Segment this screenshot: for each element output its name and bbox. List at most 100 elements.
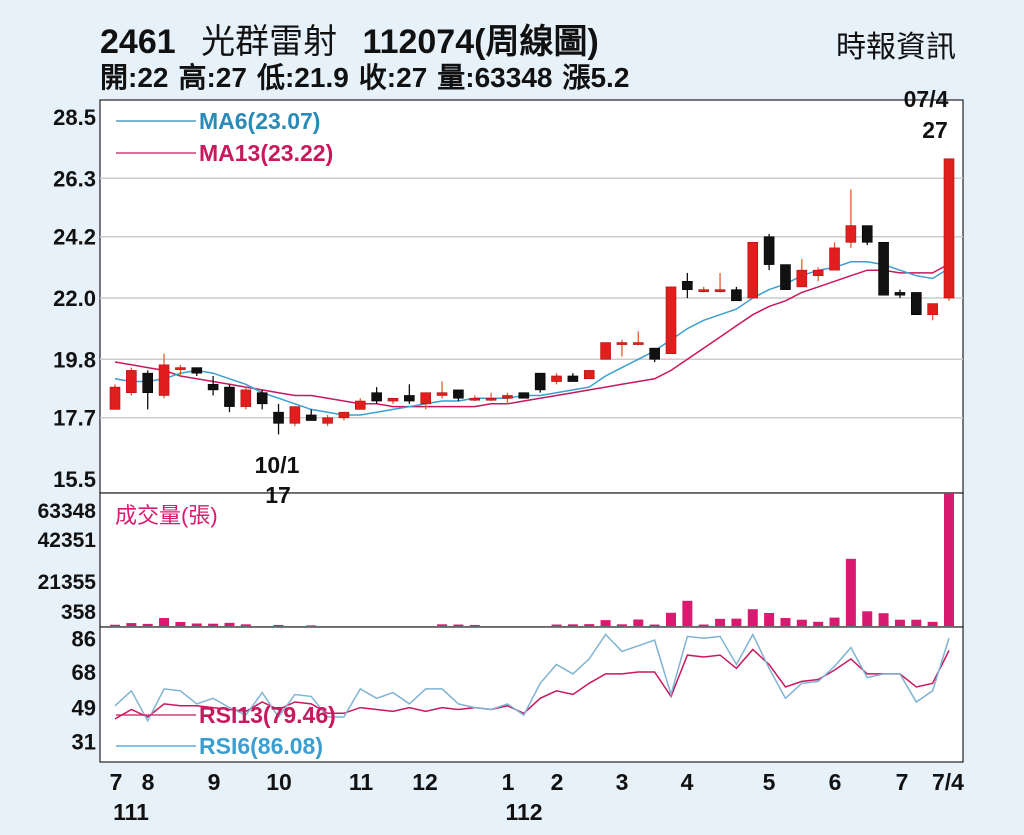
candle-body — [387, 397, 399, 402]
volume-bar — [240, 624, 251, 626]
stock-name: 光群雷射 — [201, 23, 338, 61]
candle-body — [158, 364, 170, 396]
volume-bar — [796, 619, 807, 626]
candle-body — [371, 392, 382, 402]
volume-bar — [567, 624, 578, 626]
quote-item: 收:27 — [358, 62, 428, 93]
y-tick-label: 26.3 — [53, 166, 96, 191]
candle-body — [273, 411, 284, 424]
volume-bar — [126, 623, 137, 626]
x-tick-label: 5 — [763, 769, 776, 795]
candle-body — [240, 389, 252, 407]
volume-bar — [224, 622, 235, 626]
x-tick-label: 7/4 — [932, 769, 964, 795]
stock-code: 2461 — [100, 23, 176, 61]
volume-bar — [698, 624, 709, 626]
annotation-date: 07/4 — [904, 86, 949, 112]
y-tick-label: 17.7 — [53, 406, 96, 431]
candle-body — [453, 389, 464, 399]
y-tick-label: 15.5 — [53, 467, 96, 492]
volume-bar — [862, 611, 873, 626]
candle-body — [731, 289, 742, 302]
candle-body — [551, 375, 562, 382]
y-tick-label: 68 — [72, 660, 96, 685]
candle-body — [338, 411, 350, 419]
volume-bar — [845, 558, 856, 626]
candle-body — [289, 406, 301, 424]
volume-bar — [927, 621, 938, 626]
candle-body — [910, 292, 922, 316]
legend-label: RSI6(86.08) — [199, 733, 323, 759]
source-label: 時報資訊 — [836, 31, 956, 64]
quote-item: 開:22 — [100, 62, 169, 93]
x-tick-label: 3 — [616, 769, 629, 795]
volume-bar — [731, 618, 742, 626]
candle-body — [812, 269, 824, 277]
candle-body — [436, 392, 448, 396]
volume-bar — [191, 623, 202, 626]
x-tick-label: 11 — [349, 769, 374, 795]
candle-body — [714, 289, 726, 292]
annotation-value: 27 — [922, 117, 948, 143]
x-tick-label: 6 — [829, 769, 842, 795]
quote-item: 高:27 — [178, 62, 247, 93]
volume-bar — [469, 624, 480, 626]
y-tick-label: 24.2 — [53, 225, 96, 250]
volume-bar — [437, 624, 448, 626]
candle-body — [191, 367, 203, 374]
y-tick-label: 31 — [72, 729, 96, 754]
x-tick-label: 4 — [681, 769, 694, 795]
x-tick-label: 7 — [110, 769, 123, 795]
volume-bar — [944, 493, 954, 626]
x-tick-label: 2 — [551, 769, 564, 795]
volume-bar — [159, 618, 170, 626]
panel-frame — [99, 99, 964, 494]
y-tick-label: 358 — [61, 601, 96, 624]
volume-bar — [649, 624, 660, 626]
y-tick-label: 49 — [72, 696, 96, 721]
candle-body — [109, 386, 121, 410]
candle-body — [682, 280, 693, 290]
x-tick-label: 7 — [896, 769, 909, 795]
candle-body — [600, 342, 611, 360]
volume-bar — [813, 621, 824, 626]
volume-bar — [584, 624, 595, 626]
candle-body — [126, 370, 137, 393]
candle-body — [616, 342, 628, 345]
candle-body — [665, 286, 677, 354]
volume-bar — [878, 613, 889, 626]
candle-body — [845, 225, 857, 243]
quote-item: 量:63348 — [437, 62, 553, 93]
candle-body — [305, 414, 317, 421]
volume-bar — [273, 624, 284, 626]
candle-body — [224, 386, 235, 407]
candle-body — [469, 397, 481, 401]
volume-bar — [894, 619, 905, 626]
candle-body — [420, 392, 432, 405]
candle-body — [567, 375, 579, 382]
candle-body — [207, 384, 219, 391]
candle-body — [649, 347, 660, 360]
candle-body — [698, 289, 710, 292]
rsi13-line — [114, 648, 950, 720]
candle-body — [943, 158, 955, 299]
volume-bar — [829, 617, 840, 626]
candle-body — [518, 392, 530, 399]
volume-bar — [682, 600, 693, 626]
y-tick-label: 63348 — [38, 500, 97, 523]
legend-label: MA6(23.07) — [199, 108, 320, 134]
y-tick-label: 19.8 — [53, 347, 96, 372]
y-tick-label: 22.0 — [53, 286, 96, 311]
volume-bar — [747, 609, 758, 626]
panel-frame — [99, 626, 964, 763]
x-tick-label: 9 — [208, 769, 221, 795]
volume-bar — [110, 624, 120, 626]
candle-body — [747, 242, 759, 299]
candle-body — [534, 372, 546, 391]
candle-body — [404, 395, 415, 402]
quote-item: 漲5.2 — [562, 62, 630, 93]
quote-item: 低:21.9 — [256, 62, 349, 93]
quote-summary: 開:22 高:27 低:21.9 收:27 量:63348 漲5.2 — [100, 56, 639, 96]
title-suffix: 112074(周線圖) — [362, 23, 599, 61]
